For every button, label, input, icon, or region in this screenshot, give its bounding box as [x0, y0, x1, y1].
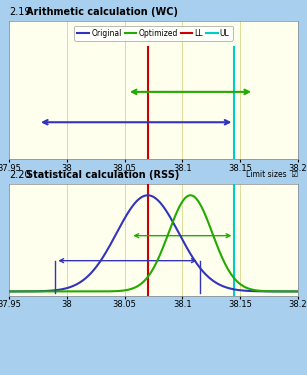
Text: Limit sizes  ☑: Limit sizes ☑ — [246, 170, 298, 179]
Text: Arithmetic calculation (WC): Arithmetic calculation (WC) — [26, 7, 178, 17]
Legend: Original, Optimized, LL, UL: Original, Optimized, LL, UL — [74, 26, 233, 41]
Text: 2.19: 2.19 — [9, 7, 31, 17]
Text: 2.20: 2.20 — [9, 170, 31, 180]
Text: Statistical calculation (RSS): Statistical calculation (RSS) — [26, 170, 180, 180]
